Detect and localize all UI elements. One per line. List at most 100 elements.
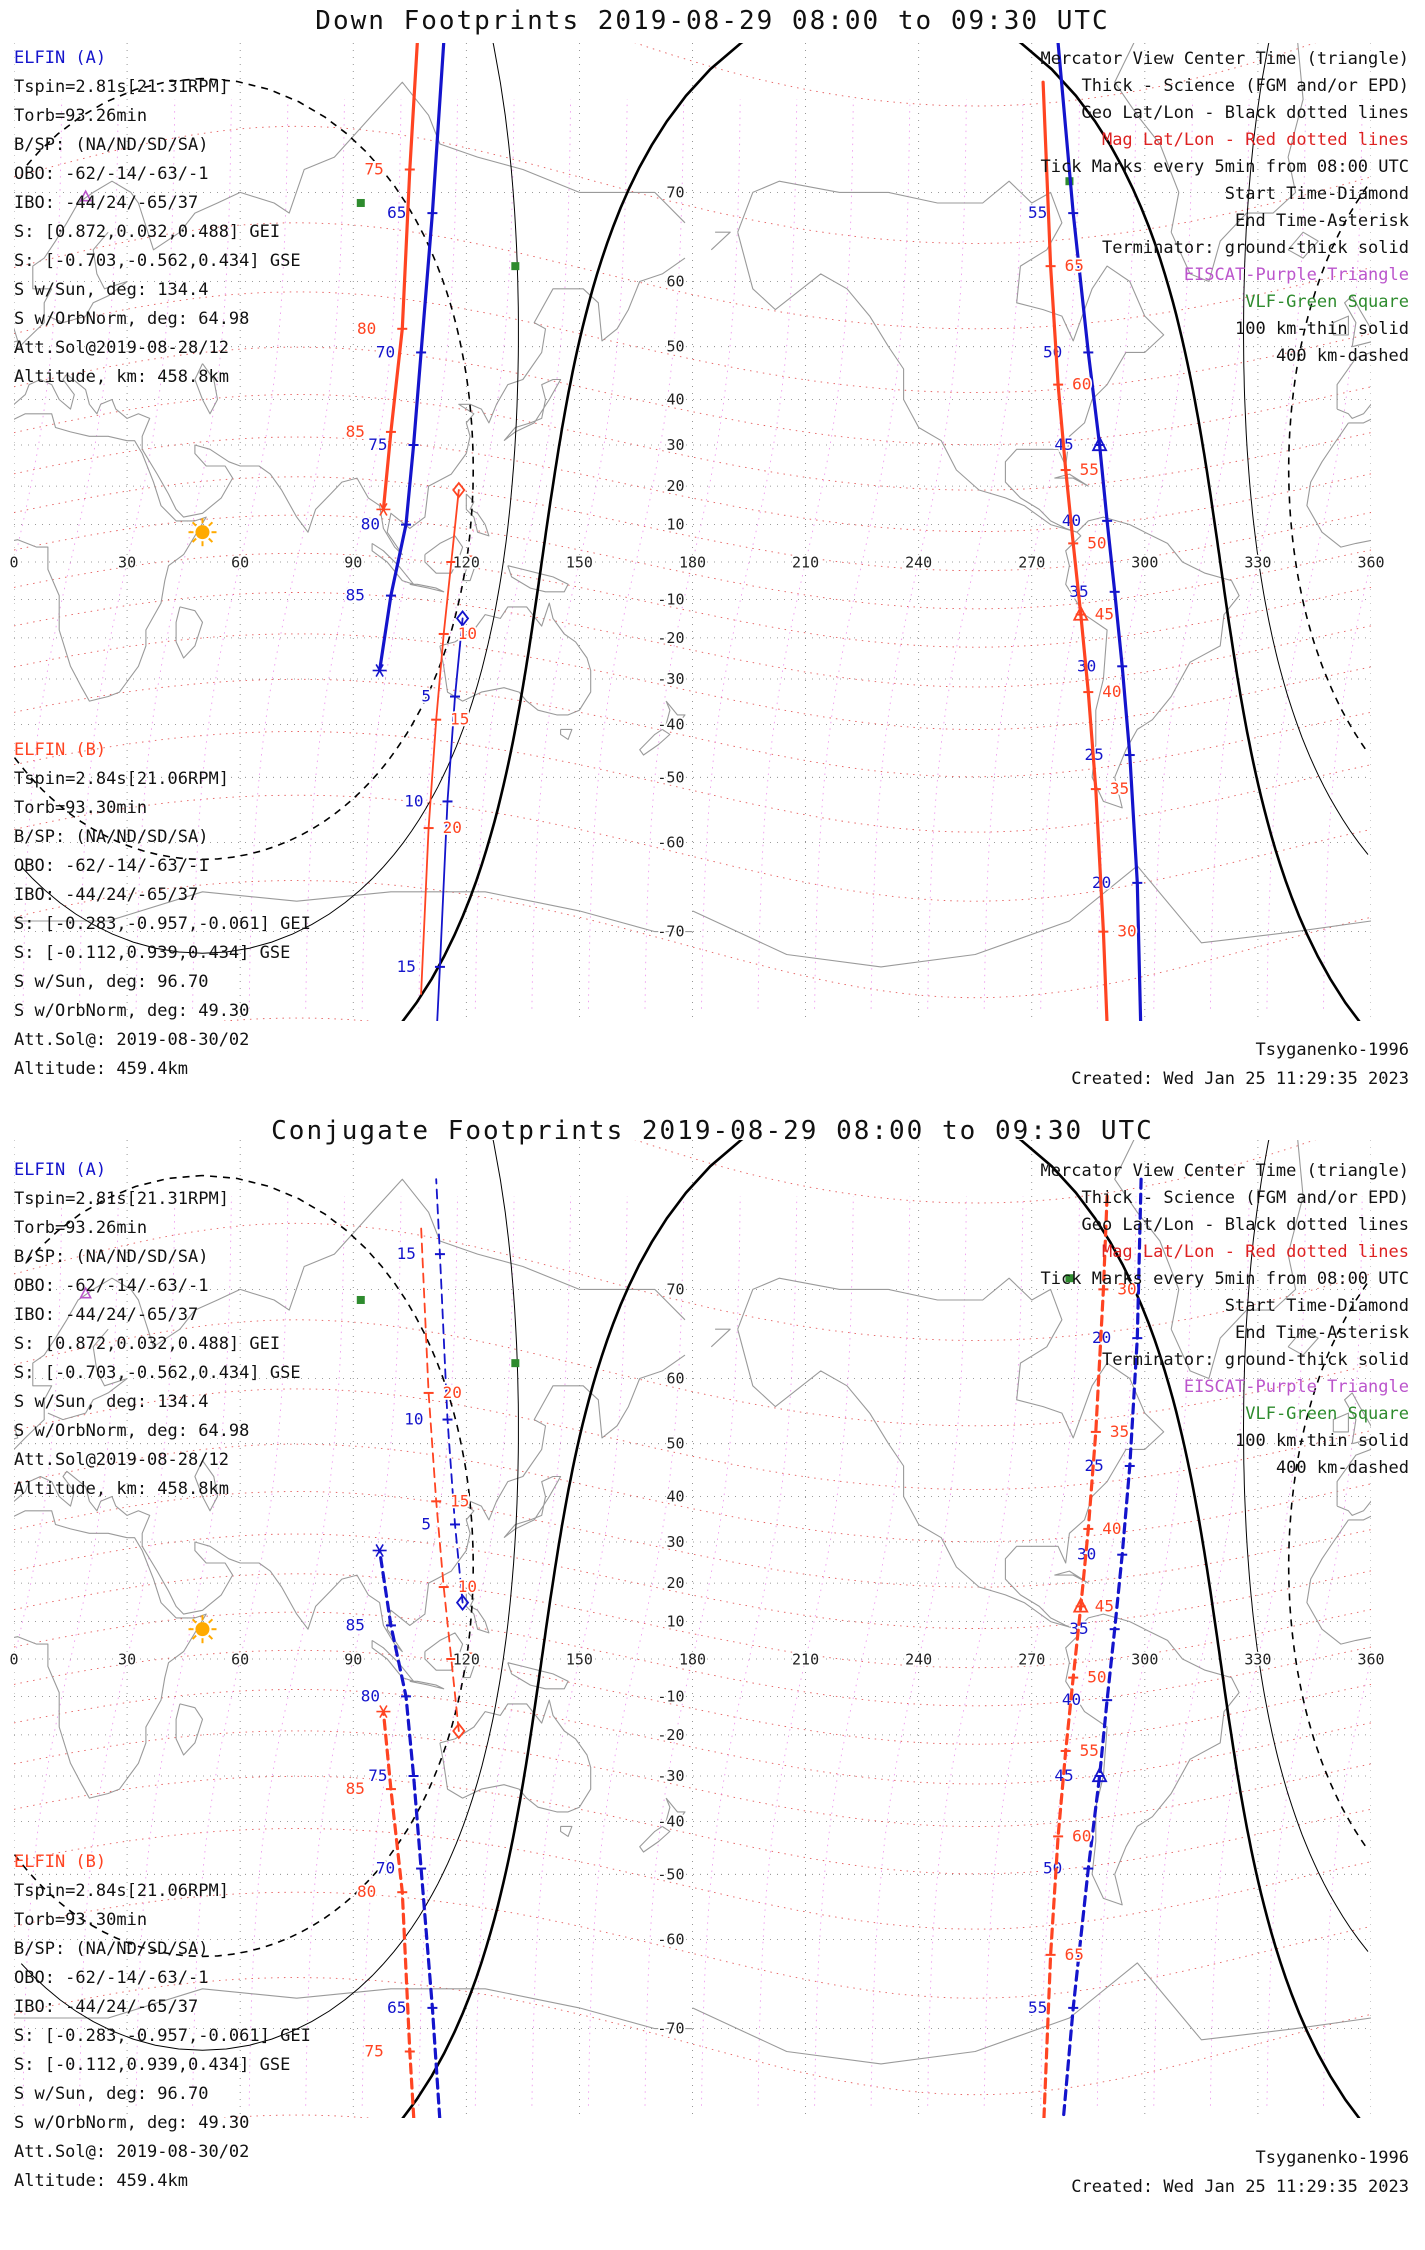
time-tick-label: 50 xyxy=(1087,1668,1106,1687)
vlf-station-square-icon xyxy=(511,262,520,271)
terminator-100km xyxy=(20,1140,1369,2051)
end-asterisk-marker xyxy=(379,1705,388,1719)
time-tick-label: 20 xyxy=(443,818,462,837)
legend-line: Terminator: ground-thick solid xyxy=(1101,1350,1409,1370)
elfin-b-info-panel2: ELFIN (B) Tspin=2.84s[21.06RPM] Torb=93.30… xyxy=(14,1848,311,2196)
time-tick-label: 30 xyxy=(1117,1279,1136,1298)
end-asterisk-marker xyxy=(379,502,388,516)
info-line: Torb=93.30min xyxy=(14,1910,148,1930)
legend-line: End Time-Asterisk xyxy=(1235,1323,1409,1343)
time-tick-label: 75 xyxy=(368,435,387,454)
legend-line: Start Time-Diamond xyxy=(1224,184,1409,204)
time-tick-label: 10 xyxy=(404,791,423,810)
lat-tick-label: 40 xyxy=(666,391,684,409)
elfin-header: ELFIN (B) xyxy=(14,1852,107,1872)
time-tick-label: 55 xyxy=(1028,1998,1047,2017)
legend-line: VLF-Green Square xyxy=(1245,1404,1409,1424)
lon-tick-label: 180 xyxy=(679,1651,706,1669)
info-line: S: [-0.112,0.939,0.434] GSE xyxy=(14,2055,291,2075)
lon-tick-label: 90 xyxy=(344,554,362,572)
time-tick-label: 30 xyxy=(1077,1545,1096,1564)
time-tick-label: 5 xyxy=(421,687,431,706)
time-tick-label: 15 xyxy=(397,957,416,976)
lat-tick-label: 50 xyxy=(666,338,684,356)
track-elfin-b: 5 10 15 20 30 35 40 45 50 55 60 65 75 80 85 xyxy=(344,1194,1138,2118)
eiscat-triangle-icon xyxy=(79,189,92,202)
terminator-curves xyxy=(14,43,1369,1021)
time-tick-label: 55 xyxy=(1080,460,1099,479)
time-tick-label: 10 xyxy=(458,624,477,643)
legend-line: 400 km-dashed xyxy=(1275,346,1409,366)
lon-tick-label: 120 xyxy=(453,554,480,572)
time-tick-label: 35 xyxy=(1069,1619,1088,1638)
info-line: Tspin=2.84s[21.06RPM] xyxy=(14,769,229,789)
time-tick-label: 40 xyxy=(1102,1519,1121,1538)
lon-tick-label: 300 xyxy=(1131,1651,1158,1669)
center-time-triangle-marker xyxy=(1091,435,1108,452)
info-line: Torb=93.26min xyxy=(14,106,148,126)
track-elfin-b: 5 10 15 20 30 35 40 45 50 55 60 65 75 80 85 xyxy=(344,43,1138,1021)
info-line: B/SP: (NA/ND/SD/SA) xyxy=(14,135,209,155)
lon-tick-label: 60 xyxy=(231,554,249,572)
lon-tick-label: 270 xyxy=(1018,1651,1045,1669)
info-line: Att.Sol@: 2019-08-30/02 xyxy=(14,1030,250,1050)
elfin-header: ELFIN (A) xyxy=(14,1160,107,1180)
legend-line: EISCAT-Purple Triangle xyxy=(1183,1377,1409,1397)
lon-tick-label: 120 xyxy=(453,1651,480,1669)
model-credit-panel2: Tsyganenko-1996 xyxy=(1255,2148,1409,2168)
lat-tick-label: -60 xyxy=(657,834,684,852)
time-tick-label: 85 xyxy=(346,586,365,605)
legend-line: VLF-Green Square xyxy=(1245,292,1409,312)
info-line: Torb=93.26min xyxy=(14,1218,148,1238)
info-line: Tspin=2.81s[21.31RPM] xyxy=(14,77,229,97)
time-tick-label: 60 xyxy=(1072,375,1091,394)
lon-tick-label: 330 xyxy=(1244,554,1271,572)
time-tick-label: 65 xyxy=(1065,1945,1084,1964)
legend-line: Thick - Science (FGM and/or EPD) xyxy=(1081,1188,1409,1208)
axis-labels: 0 30 60 90 120 150 180 210 240 270 300 330 360 70 60 50… xyxy=(8,182,1386,943)
info-line: Altitude, km: 458.8km xyxy=(14,367,229,387)
created-panel2: Created: Wed Jan 25 11:29:35 2023 xyxy=(1071,2177,1409,2197)
legend-line: End Time-Asterisk xyxy=(1235,211,1409,231)
info-line: S: [-0.703,-0.562,0.434] GSE xyxy=(14,1363,301,1383)
time-tick-label: 35 xyxy=(1110,779,1129,798)
lat-tick-label: -10 xyxy=(657,1687,684,1705)
info-line: S: [0.872,0.032,0.488] GEI xyxy=(14,222,281,242)
lat-tick-label: 70 xyxy=(666,1280,684,1298)
time-tick-label: 45 xyxy=(1095,1596,1114,1615)
time-tick-label: 75 xyxy=(365,159,384,178)
lon-tick-label: 240 xyxy=(905,1651,932,1669)
end-asterisk-marker xyxy=(375,664,384,677)
lat-tick-label: -70 xyxy=(657,923,684,941)
lat-tick-label: -20 xyxy=(657,629,684,647)
lon-tick-label: 0 xyxy=(9,554,18,572)
legend-line: Mag Lat/Lon - Red dotted lines xyxy=(1101,130,1409,150)
terminator-curves xyxy=(14,1140,1369,2118)
info-line: B/SP: (NA/ND/SD/SA) xyxy=(14,1247,209,1267)
elfin-header: ELFIN (A) xyxy=(14,48,107,68)
eiscat-triangle-icon xyxy=(79,1286,92,1299)
legend-line: EISCAT-Purple Triangle xyxy=(1183,265,1409,285)
model-credit-panel1: Tsyganenko-1996 xyxy=(1255,1040,1409,1060)
lat-tick-label: 50 xyxy=(666,1435,684,1453)
lat-tick-label: -50 xyxy=(657,1865,684,1883)
lon-tick-label: 0 xyxy=(9,1651,18,1669)
lon-tick-label: 90 xyxy=(344,1651,362,1669)
mag-lat-grid xyxy=(14,43,1371,1021)
lat-tick-label: 60 xyxy=(666,1369,684,1387)
lat-tick-label: 20 xyxy=(666,477,684,495)
info-line: Altitude: 459.4km xyxy=(14,1059,188,1079)
info-line: S w/Sun, deg: 134.4 xyxy=(14,280,209,300)
end-asterisk-marker xyxy=(375,1544,384,1557)
time-tick-label: 15 xyxy=(450,710,469,729)
time-tick-label: 10 xyxy=(458,1577,477,1596)
coastlines xyxy=(14,43,1371,968)
legend-line: 100 km-thin solid xyxy=(1235,319,1409,339)
info-line: S w/OrbNorm, deg: 64.98 xyxy=(14,1421,250,1441)
info-line: IBO: -44/24/-65/37 xyxy=(14,885,199,905)
time-tick-label: 15 xyxy=(397,1244,416,1263)
info-line: Tspin=2.81s[21.31RPM] xyxy=(14,1189,229,1209)
terminator-100km xyxy=(20,43,1369,954)
time-tick-label: 65 xyxy=(387,1998,406,2017)
legend-line: Geo Lat/Lon - Black dotted lines xyxy=(1081,1215,1409,1235)
